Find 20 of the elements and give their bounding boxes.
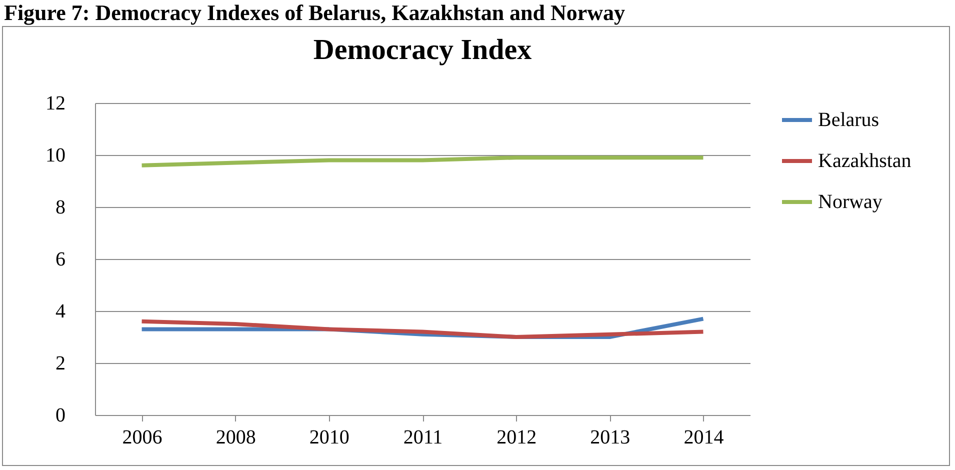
x-tick-label: 2013 xyxy=(590,426,630,448)
legend-label: Kazakhstan xyxy=(818,150,912,172)
caption: Figure 7: Democracy Indexes of Belarus, Kazakhstan and Norway xyxy=(3,0,626,26)
x-tick-label: 2011 xyxy=(403,426,443,448)
x-tick-label: 2012 xyxy=(496,426,537,448)
y-tick-label: 4 xyxy=(56,300,66,322)
x-tick-label: 2010 xyxy=(309,426,350,448)
y-tick-label: 0 xyxy=(56,404,66,426)
y-tick-label: 10 xyxy=(46,144,66,166)
chart-title: Democracy Index xyxy=(313,34,532,66)
y-tick-label: 8 xyxy=(56,196,66,218)
x-tick-label: 2014 xyxy=(684,426,724,448)
legend-label: Belarus xyxy=(818,109,880,131)
y-tick-label: 6 xyxy=(56,248,66,270)
line-series xyxy=(140,156,706,168)
y-tick-label: 12 xyxy=(46,92,66,114)
x-tick-label: 2008 xyxy=(216,426,256,448)
legend-label: Norway xyxy=(818,191,882,213)
y-tick-label: 2 xyxy=(56,352,66,374)
x-tick-label: 2006 xyxy=(122,426,162,448)
